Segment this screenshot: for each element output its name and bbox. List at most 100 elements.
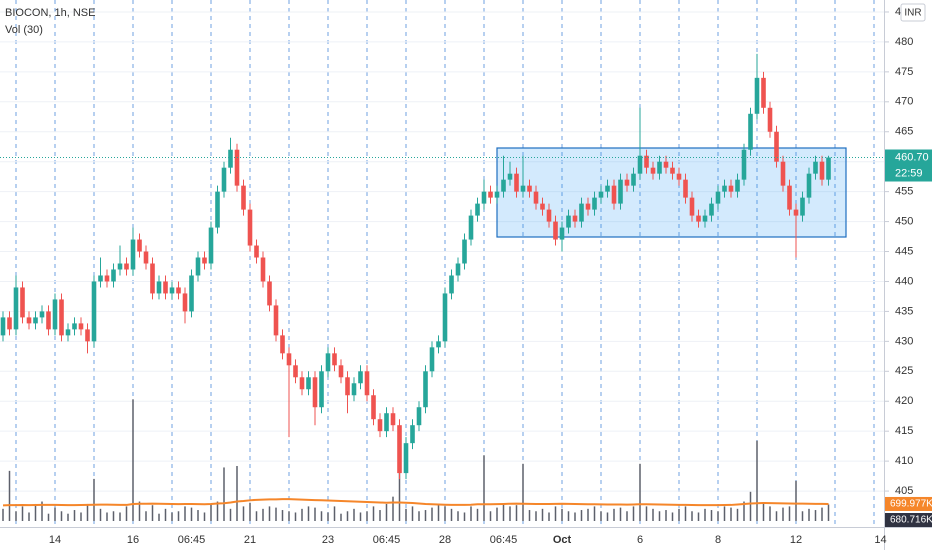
candle-body bbox=[20, 287, 25, 318]
candle-body bbox=[338, 365, 344, 378]
volume-bar bbox=[99, 508, 102, 521]
volume-bar bbox=[392, 496, 394, 521]
candle-body bbox=[137, 239, 142, 252]
candle-body bbox=[124, 263, 129, 270]
candle-body bbox=[241, 185, 246, 210]
x-tick-label: 14 bbox=[49, 534, 61, 546]
volume-bar bbox=[125, 506, 128, 521]
volume-bar bbox=[223, 467, 225, 521]
candle-body bbox=[33, 317, 38, 324]
volume-bar bbox=[489, 511, 492, 521]
volume-bar bbox=[398, 450, 401, 521]
y-tick-label: 415 bbox=[895, 425, 913, 437]
volume-bar bbox=[795, 480, 797, 521]
candle-body bbox=[306, 377, 311, 390]
volume-bar bbox=[203, 512, 206, 521]
volume-bar bbox=[743, 501, 745, 521]
candle-body bbox=[611, 185, 617, 204]
volume-bar bbox=[756, 440, 758, 521]
candle-body bbox=[540, 203, 545, 210]
volume-bar bbox=[476, 508, 479, 521]
volume-bar bbox=[112, 511, 115, 521]
candle-body bbox=[507, 173, 513, 180]
candle-body bbox=[169, 287, 175, 294]
volume-bar bbox=[54, 507, 56, 521]
candle-body bbox=[104, 275, 110, 282]
volume-bar bbox=[21, 506, 24, 521]
volume-bar bbox=[600, 511, 602, 521]
volume-bar bbox=[808, 508, 810, 521]
candle-body bbox=[494, 191, 500, 198]
candle-body bbox=[78, 323, 84, 330]
x-tick-label: 06:45 bbox=[373, 534, 401, 546]
volume-bar bbox=[372, 506, 375, 521]
volume-bar bbox=[821, 507, 823, 521]
volume-bar bbox=[561, 508, 563, 521]
marks bbox=[0, 53, 884, 521]
volume-bar bbox=[587, 508, 589, 521]
candle-body bbox=[676, 173, 682, 180]
volume-last-label: 680.716K bbox=[890, 515, 932, 526]
candle-body bbox=[397, 425, 402, 474]
candle-body bbox=[7, 317, 12, 330]
volume-bar bbox=[333, 506, 336, 521]
candle-body bbox=[624, 179, 630, 186]
volume-bar bbox=[366, 511, 368, 521]
volume-bar bbox=[652, 508, 654, 521]
volume-bar bbox=[788, 506, 791, 521]
candle-body bbox=[254, 245, 259, 258]
x-tick-label: 28 bbox=[439, 534, 451, 546]
candle-body bbox=[345, 377, 350, 396]
candle-body bbox=[826, 157, 831, 180]
volume-bar bbox=[606, 512, 609, 521]
candle-body bbox=[111, 269, 116, 282]
volume-legend: Vol (30) bbox=[5, 24, 43, 36]
candle-body bbox=[475, 203, 480, 216]
x-tick-label: 6 bbox=[637, 534, 643, 546]
volume-bar bbox=[340, 513, 342, 521]
candle-body bbox=[280, 335, 285, 354]
volume-bar bbox=[60, 511, 63, 521]
volume-bar bbox=[496, 507, 498, 521]
volume-bar bbox=[385, 503, 388, 521]
volume-bar bbox=[197, 510, 199, 521]
volume-bar bbox=[580, 510, 583, 521]
candle-body bbox=[559, 227, 565, 240]
volume-bar bbox=[528, 510, 531, 521]
candle-body bbox=[631, 173, 636, 186]
volume-bar bbox=[567, 511, 570, 521]
volume-bar bbox=[67, 513, 69, 521]
candle-body bbox=[449, 275, 454, 294]
volume-bar bbox=[723, 506, 726, 521]
candle-body bbox=[715, 191, 721, 204]
volume-bar bbox=[86, 503, 89, 521]
candle-body bbox=[351, 383, 357, 396]
volume-bar bbox=[2, 508, 4, 521]
candle-body bbox=[91, 281, 97, 342]
candle-body bbox=[195, 257, 201, 276]
candle-body bbox=[533, 191, 539, 204]
candle-body bbox=[780, 161, 786, 186]
volume-bar bbox=[8, 470, 11, 521]
candle-body bbox=[553, 221, 558, 240]
volume-bar bbox=[145, 511, 147, 521]
candle-body bbox=[429, 347, 435, 372]
x-tick-label: 8 bbox=[715, 534, 721, 546]
volume-bar bbox=[93, 478, 95, 521]
candle-body bbox=[709, 203, 714, 216]
y-tick-label: 410 bbox=[895, 455, 913, 467]
candle-body bbox=[423, 371, 428, 408]
volume-bar bbox=[444, 506, 446, 521]
candle-body bbox=[85, 329, 90, 342]
volume-bar bbox=[268, 506, 271, 521]
volume-bar bbox=[450, 508, 453, 521]
volume-bar bbox=[502, 503, 505, 521]
volume-bar bbox=[717, 511, 719, 521]
candle-body bbox=[514, 173, 519, 192]
y-tick-label: 465 bbox=[895, 126, 913, 138]
volume-bar bbox=[548, 512, 550, 521]
candle-body bbox=[163, 281, 168, 294]
candle-body bbox=[390, 413, 396, 426]
